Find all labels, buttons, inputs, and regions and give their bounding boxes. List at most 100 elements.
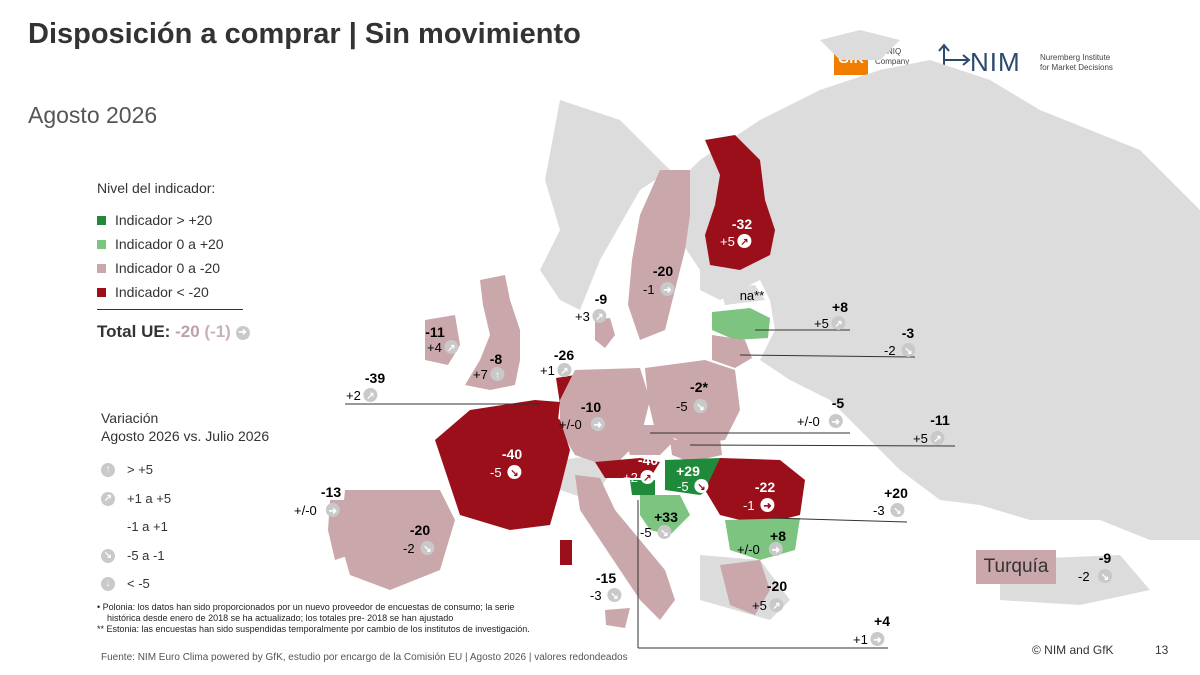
page-subtitle: Agosto 2026 [28,102,158,128]
arrow-down-right-icon [890,503,905,517]
legend-item-dark-green: Indicador > +20 [97,212,212,228]
country-france [435,400,570,530]
country-value-netherlands: -26 [554,347,574,363]
arrow-up-right-icon-glyph: ↗ [595,312,603,323]
arrow-down-right-icon [1098,569,1112,583]
country-value-uk: -8 [490,351,503,367]
nim-sub-line-2: for Market Decisions [1040,63,1113,72]
arrow-up-right-icon: ↗ [101,491,115,506]
country-labels: -32+5 ↗-20-1 ➜-9+3 ↗na**+8+5 ↗-3-2 ↘-11+4 ↗-8+… [294,216,1112,647]
turkey-label: Turquía [976,550,1056,584]
legend-title: Nivel del indicador: [97,180,216,196]
country-value-sweden: -20 [653,263,673,279]
arrow-right-icon [870,632,885,646]
no-icon [101,520,115,534]
arrow-down-right-icon-glyph: ↘ [510,468,518,479]
country-italy-sardinia [560,540,572,565]
arrow-down-right-icon [901,343,916,357]
country-change-slovenia: +1 [853,632,868,647]
arrow-up-right-icon [444,340,459,354]
arrow-right-icon-glyph: ➜ [772,545,780,556]
country-slovakia [670,438,722,462]
country-value-austria: -40 [638,452,658,468]
country-value-spain: -20 [410,522,430,538]
arrow-up-right-icon [831,316,846,330]
country-finland [705,135,775,270]
country-latvia [712,308,770,340]
arrow-right-icon-glyph: ➜ [663,285,671,296]
country-uk [465,275,520,390]
arrow-up-right-icon [737,234,752,248]
arrow-down-right-icon [507,465,522,479]
footnotes: • Polonia: los datos han sido proporcion… [97,602,537,635]
turkey-change: -2 [1078,569,1090,584]
variation-title: Variación Agosto 2026 vs. Julio 2026 [101,409,269,445]
country-sweden [628,170,690,340]
arrow-up-right-icon [930,431,945,445]
country-value-belgium: -39 [365,370,385,386]
variation-title-line-2: Agosto 2026 vs. Julio 2026 [101,428,270,444]
arrow-down-right-icon-glyph: ↘ [696,402,704,413]
arrow-up-icon-glyph: ↑ [495,370,500,381]
variation-label: +1 a +5 [127,491,172,506]
leader-lines [345,329,956,649]
eu-total: Total UE: -20 (-1) ➜ [97,322,250,342]
country-value-latvia: +8 [832,299,848,315]
country-change-croatia: -5 [640,525,652,540]
country-change-hungary: -5 [677,479,689,494]
arrow-right-icon [768,542,783,556]
arrow-right-icon-glyph: ➜ [832,417,840,428]
arrow-right-icon: ➜ [235,325,250,340]
legend-divider [97,309,243,310]
turkey-value: -9 [1099,550,1112,566]
arrow-down-right-icon [693,399,708,413]
country-value-croatia: +33 [654,509,678,525]
country-change-germany: +/-0 [559,417,582,432]
variation-row: ↘ -5 a -1 [101,548,165,563]
arrow-right-icon-glyph: ➜ [329,506,337,517]
country-change-lithuania: -2 [884,343,896,358]
footnote-poland: • Polonia: los datos han sido proporcion… [97,602,515,623]
country-change-poland: -5 [676,399,688,414]
country-change-czechia: +/-0 [797,414,820,429]
country-change-france: -5 [490,465,502,480]
country-value-luxembourg: +20 [884,485,908,501]
legend-item-dark-red: Indicador < -20 [97,284,209,300]
legend-item-light-green: Indicador 0 a +20 [97,236,224,252]
arrow-right-icon [760,498,775,512]
country-value-slovakia: -11 [930,412,950,428]
total-change: (-1) [204,322,231,341]
arrow-down-right-icon-glyph: ↘ [904,346,912,357]
legend-label: Indicador > +20 [115,212,213,228]
variation-label: > +5 [127,462,154,477]
swatch-pink [97,263,106,273]
country-value-bulgaria: +8 [770,528,786,544]
country-italy [575,475,675,620]
arrow-down-right-icon-glyph: ↘ [660,528,668,539]
arrow-up-icon [490,367,505,381]
country-change-finland: +5 [720,234,735,249]
arrow-up-right-icon [557,363,572,377]
arrow-right-icon-glyph: ➜ [763,501,771,512]
arrow-down-right-icon: ↘ [101,548,115,563]
country-italy-sicily [605,608,630,628]
country-value-france: -40 [502,446,522,462]
country-change-sweden: -1 [643,282,655,297]
arrow-down-right-icon [657,525,672,539]
country-change-uk: +7 [473,367,488,382]
arrow-up-right-icon [640,470,655,484]
country-denmark [595,318,615,348]
country-poland [645,360,740,445]
variation-label: -1 a +1 [127,519,168,534]
variation-label: < -5 [127,576,150,591]
arrow-right-icon [660,282,675,296]
arrow-up-right-icon [592,309,607,323]
country-value-czechia: -5 [832,395,845,411]
arrow-up-right-icon-glyph: ↗ [772,601,780,612]
country-change-bulgaria: +/-0 [737,542,760,557]
arrow-down-right-icon [694,479,709,493]
copyright: © NIM and GfK [1032,643,1114,657]
page-title: Disposición a comprar | Sin movimiento [28,18,581,50]
arrow-up-right-icon-glyph: ↗ [740,237,748,248]
country-value-poland: -2* [690,379,708,395]
